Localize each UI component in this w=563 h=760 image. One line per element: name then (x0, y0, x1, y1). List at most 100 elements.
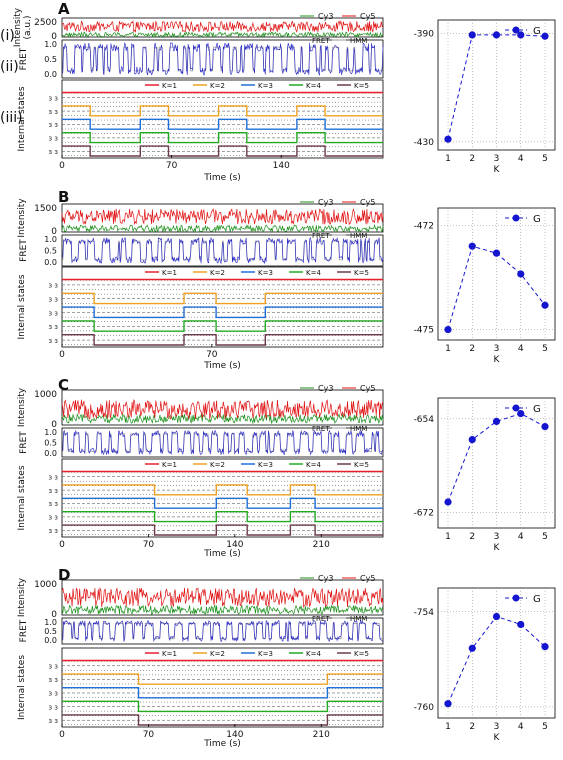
g-legend-swatch-marker (512, 214, 520, 222)
panel-letter: D (58, 566, 70, 584)
state-tick: ɜ ɜ (48, 717, 58, 725)
g-x-tick-label: 4 (518, 532, 524, 542)
g-x-tick-label: 3 (494, 344, 500, 354)
legend-hmm-label: HMM (350, 425, 367, 433)
g-x-tick-label: 5 (542, 154, 548, 164)
g-x-tick-label: 3 (494, 532, 500, 542)
state-trace-k5 (62, 334, 383, 346)
intensity-ytick: 2500 (34, 18, 57, 28)
x-tick-label: 70 (143, 730, 155, 740)
legend-k5-label: K=5 (354, 269, 369, 277)
state-tick: ɜ ɜ (48, 487, 58, 495)
states-ylabel: Internal states (17, 655, 27, 720)
g-y-tick-label: -654 (414, 415, 435, 425)
g-x-tick-label: 4 (518, 344, 524, 354)
g-data-point (517, 31, 525, 39)
state-trace-k3 (62, 306, 383, 319)
fret-trace (61, 619, 384, 643)
legend-fret-label: FRET (312, 425, 330, 433)
intensity-axes (61, 203, 384, 233)
x-tick-label: 0 (59, 161, 65, 171)
g-plot-axes (437, 397, 556, 529)
x-axis-label: Time (s) (203, 739, 241, 749)
g-x-tick-label: 4 (518, 722, 524, 732)
x-tick-label: 140 (273, 161, 290, 171)
g-y-tick-label: -475 (414, 326, 434, 336)
g-x-tick-label: 3 (494, 154, 500, 164)
x-axis-label: Time (s) (203, 549, 241, 559)
intensity-ytick: 0 (51, 227, 57, 237)
g-data-point (468, 436, 476, 444)
state-tick: ɜ ɜ (48, 282, 58, 290)
g-legend-label: G (533, 214, 541, 225)
intensity-ytick: 0 (51, 32, 57, 42)
fret-ytick: 1.0 (44, 428, 57, 437)
cy5-trace (61, 586, 384, 609)
g-x-tick-label: 5 (542, 532, 548, 542)
states-ylabel: Internal states (17, 274, 27, 339)
legend-k1-label: K=1 (162, 461, 177, 469)
g-x-tick-label: 3 (494, 722, 500, 732)
g-data-point (492, 249, 501, 257)
g-x-tick-label: 2 (469, 532, 475, 542)
state-trace-k2 (62, 484, 383, 496)
fret-ytick: 1.0 (44, 40, 57, 49)
state-tick: ɜ ɜ (48, 473, 58, 481)
legend-k5-label: K=5 (354, 650, 369, 658)
legend-k2-label: K=2 (210, 461, 225, 469)
state-tick: ɜ ɜ (48, 135, 58, 143)
intensity-ylabel: Intensity (17, 577, 27, 617)
fret-ytick: 0.5 (44, 439, 57, 448)
legend-k4-label: K=4 (306, 650, 321, 658)
legend-k4-label: K=4 (306, 82, 321, 90)
state-tick: ɜ ɜ (48, 676, 58, 684)
g-x-tick-label: 2 (469, 344, 475, 354)
intensity-ytick: 1000 (34, 580, 57, 590)
cy3-trace (61, 31, 384, 38)
g-x-tick-label: 1 (445, 722, 451, 732)
g-data-point (541, 32, 549, 40)
legend-k1-label: K=1 (162, 269, 177, 277)
intensity-axes (61, 389, 384, 426)
g-data-point (541, 301, 549, 309)
g-x-tick-label: 2 (469, 722, 475, 732)
state-tick: ɜ ɜ (48, 663, 58, 671)
g-plot-axes (437, 587, 556, 719)
intensity-ylabel: Intensity (17, 387, 27, 427)
fret-ytick: 0.0 (44, 258, 57, 267)
state-tick: ɜ ɜ (48, 108, 58, 116)
cy5-trace (61, 398, 384, 420)
legend-k3-label: K=3 (258, 269, 273, 277)
legend-k1-label: K=1 (162, 650, 177, 658)
fret-ytick: 0.5 (44, 247, 57, 256)
g-x-tick-label: 1 (445, 344, 451, 354)
g-x-tick-label: 1 (445, 154, 451, 164)
g-data-point (468, 644, 476, 652)
state-trace-k5 (62, 524, 383, 536)
x-tick-label: 70 (206, 350, 218, 360)
state-trace-k4 (62, 700, 383, 713)
state-trace-k3 (62, 118, 383, 130)
x-tick-label: 0 (59, 350, 65, 360)
legend-k4-label: K=4 (306, 269, 321, 277)
state-tick: ɜ ɜ (48, 148, 58, 156)
legend-k5-label: K=5 (354, 82, 369, 90)
g-y-tick-label: -672 (414, 508, 434, 518)
panel-letter: C (58, 376, 69, 394)
legend-cy5-label: Cy5 (360, 574, 375, 583)
g-legend-label: G (533, 404, 541, 415)
fret-ytick: 0.5 (44, 627, 57, 636)
state-tick: ɜ ɜ (48, 703, 58, 711)
intensity-ytick: 1500 (34, 204, 57, 214)
g-data-point (492, 612, 501, 621)
fret-trace (61, 42, 384, 76)
states-ylabel: Internal states (17, 465, 27, 530)
state-tick: ɜ ɜ (48, 514, 58, 522)
legend-cy5-label: Cy5 (360, 198, 375, 207)
legend-k1-label: K=1 (162, 82, 177, 90)
legend-fret-label: FRET (312, 232, 330, 240)
state-trace-k3 (62, 497, 383, 509)
g-legend-swatch-marker (512, 26, 520, 34)
fret-axes (61, 234, 384, 267)
